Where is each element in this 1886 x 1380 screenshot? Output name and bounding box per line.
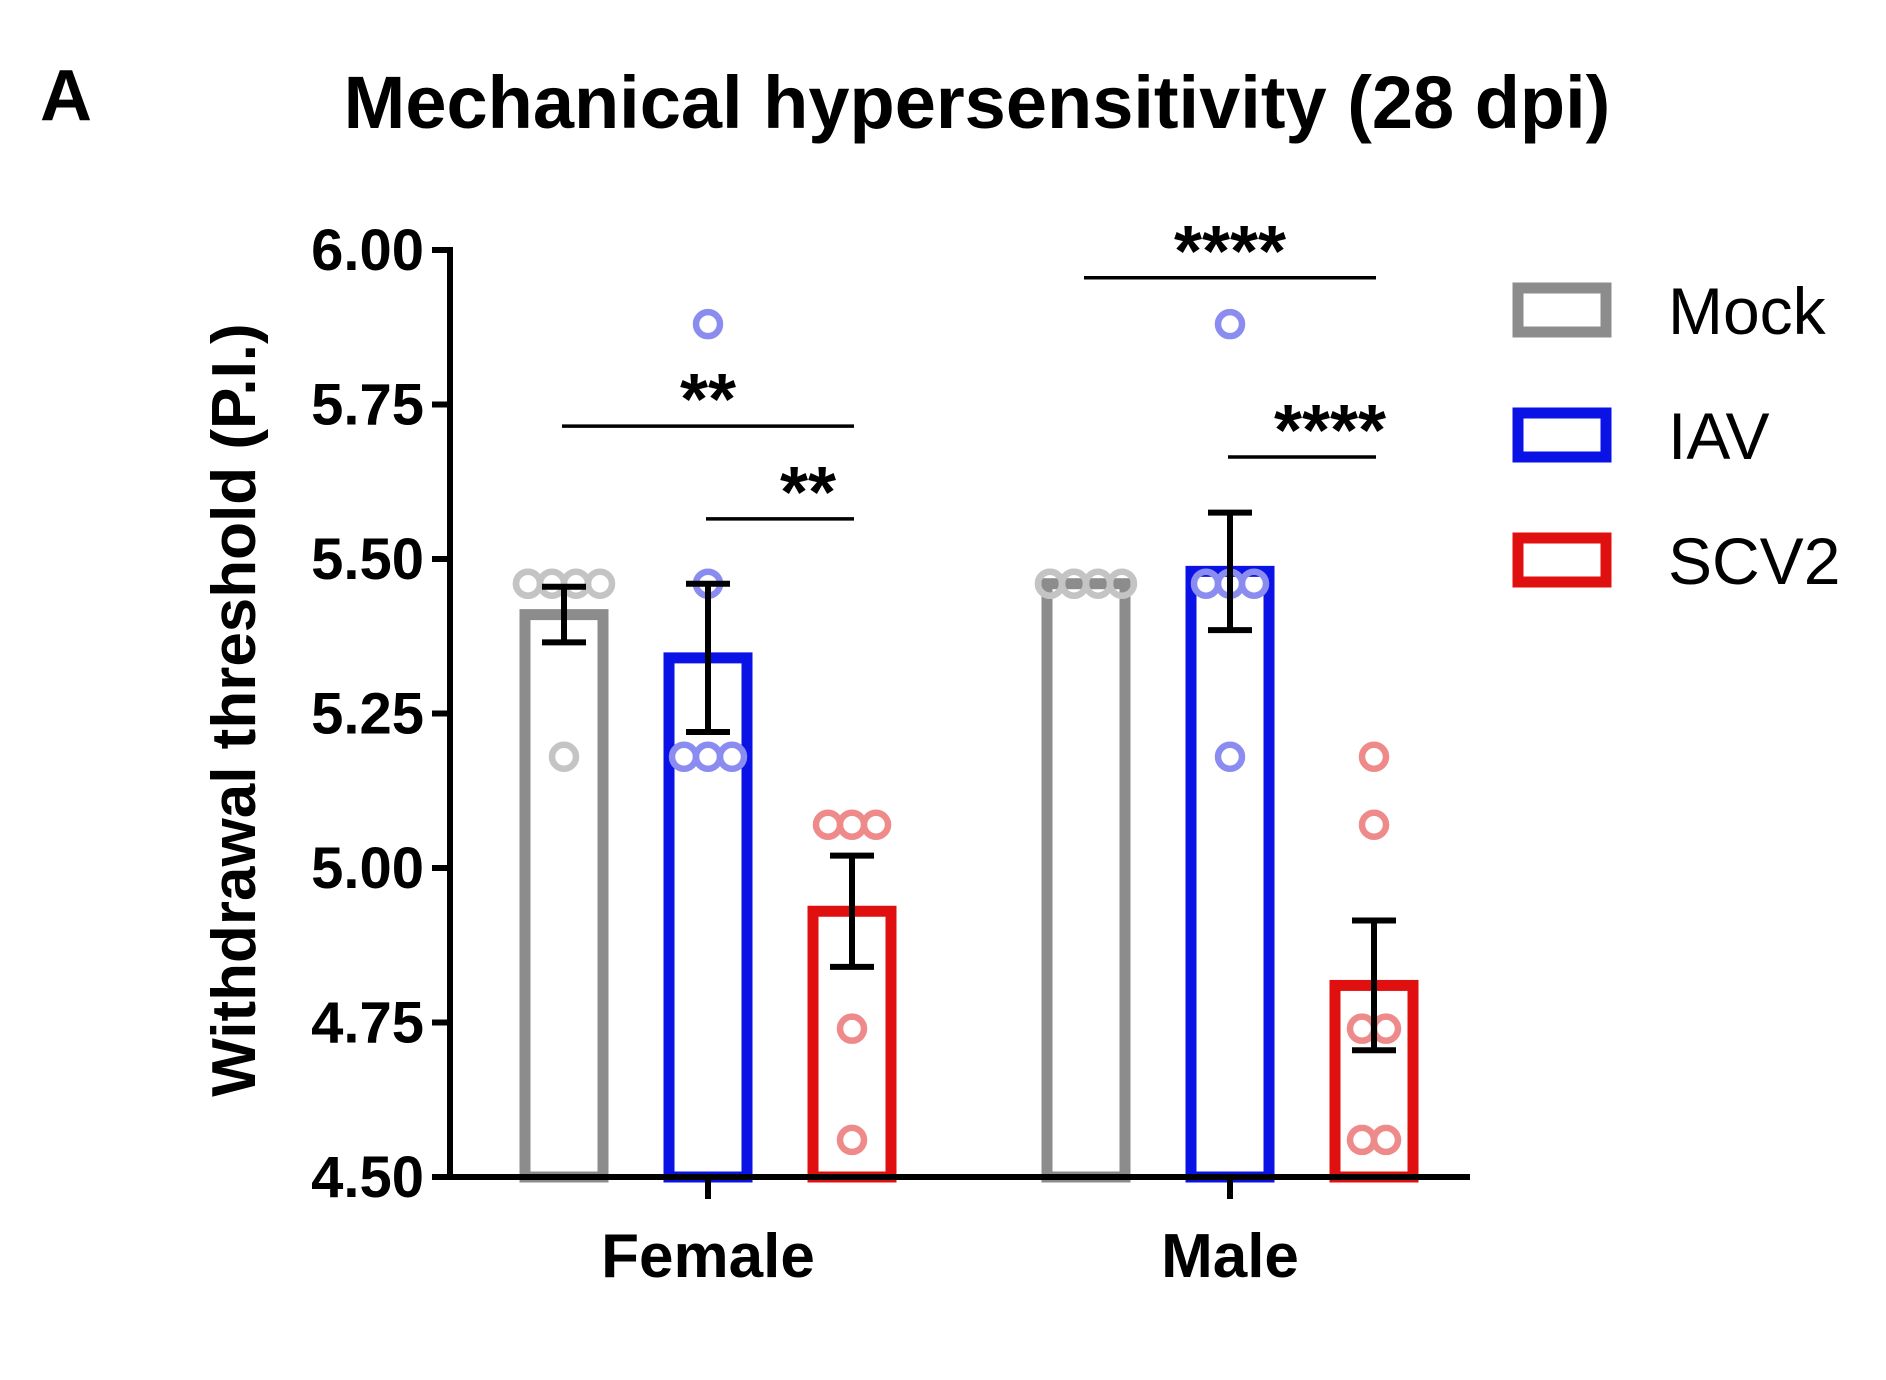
significance-label: **** — [1274, 391, 1386, 471]
data-point — [1358, 809, 1390, 840]
data-point — [836, 1013, 868, 1044]
legend: Mock IAV SCV2 — [1512, 274, 1840, 598]
x-category-label: Male — [1161, 1222, 1299, 1291]
data-point — [1346, 1124, 1378, 1156]
data-point — [560, 568, 592, 599]
y-tick-label: 4.75 — [311, 991, 424, 1056]
data-point — [1358, 741, 1390, 773]
data-point — [860, 809, 892, 840]
significance-label: ** — [780, 453, 836, 533]
legend-swatch-mock — [1512, 282, 1612, 338]
data-point — [836, 1124, 868, 1156]
data-point — [536, 568, 568, 599]
data-point — [584, 568, 616, 599]
y-tick-label: 6.00 — [311, 218, 424, 283]
bars — [519, 565, 1419, 1183]
axes — [447, 247, 1470, 1180]
bar-mock-male — [1041, 578, 1131, 1183]
data-points — [512, 308, 1402, 1156]
significance-annotations: ************ — [562, 212, 1386, 533]
data-point — [512, 568, 544, 599]
significance-label: **** — [1174, 212, 1286, 292]
data-point — [1106, 568, 1138, 599]
data-point — [1058, 568, 1090, 599]
legend-swatch-scv2 — [1512, 532, 1612, 588]
legend-label-iav: IAV — [1668, 399, 1769, 473]
x-categories: Female Male — [601, 1177, 1299, 1291]
bar-mock-female — [519, 609, 609, 1183]
legend-swatch-iav — [1512, 407, 1612, 463]
data-point — [1346, 1013, 1378, 1044]
y-ticks: 4.50 4.75 5.00 5.25 5.50 5.75 6.00 — [311, 218, 450, 1210]
y-tick-label: 4.50 — [311, 1145, 424, 1210]
y-tick-label: 5.50 — [311, 527, 424, 592]
y-tick-label: 5.75 — [311, 373, 424, 438]
y-tick-label: 5.00 — [311, 836, 424, 901]
chart-title: Mechanical hypersensitivity (28 dpi) — [344, 61, 1611, 144]
data-point — [548, 741, 580, 773]
y-axis-label: Withdrawal threshold (P.I.) — [200, 323, 269, 1096]
data-point — [716, 741, 748, 773]
data-point — [1238, 568, 1270, 599]
legend-label-mock: Mock — [1668, 274, 1827, 348]
data-point — [692, 741, 724, 773]
legend-label-scv2: SCV2 — [1668, 524, 1840, 598]
data-point — [1370, 1124, 1402, 1156]
bar-iav-male — [1185, 565, 1275, 1183]
error-bars — [542, 509, 1396, 1054]
bar-iav-female — [663, 652, 753, 1183]
significance-label: ** — [680, 360, 736, 440]
data-point — [836, 809, 868, 840]
data-point — [692, 308, 724, 340]
data-point — [668, 741, 700, 773]
data-point — [1214, 741, 1246, 773]
data-point — [812, 809, 844, 840]
x-category-label: Female — [601, 1222, 815, 1291]
data-point — [1370, 1013, 1402, 1044]
panel-label: A — [40, 56, 92, 136]
y-tick-label: 5.25 — [311, 682, 424, 747]
data-point — [1214, 308, 1246, 340]
